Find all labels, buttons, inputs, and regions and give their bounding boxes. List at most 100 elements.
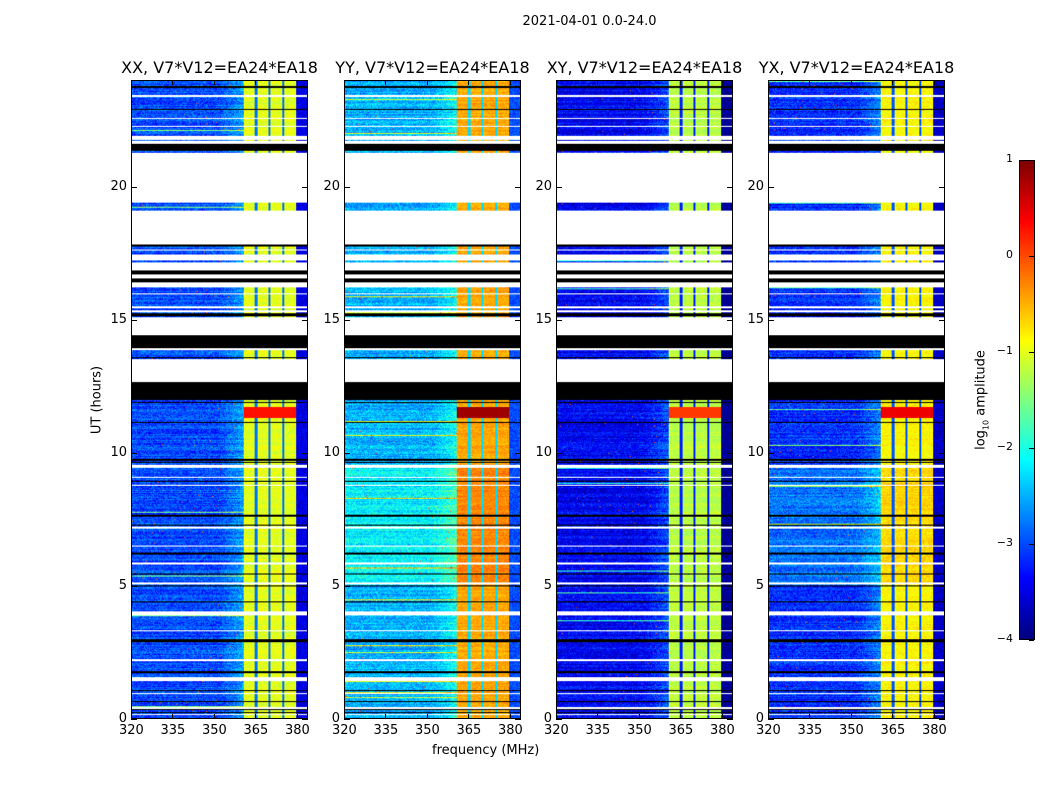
y-tick-mark bbox=[302, 186, 308, 188]
x-tick-mark bbox=[131, 714, 132, 719]
y-tick-mark bbox=[727, 585, 733, 587]
y-tick-mark bbox=[556, 585, 562, 587]
panel-title: YY, V7*V12=EA24*EA18 bbox=[335, 58, 530, 77]
x-tick-mark bbox=[172, 80, 174, 85]
x-tick-mark bbox=[768, 714, 769, 719]
colorbar-label-base: 10 bbox=[981, 419, 991, 431]
x-tick-label: 335 bbox=[585, 723, 611, 738]
colorbar-tick-mark bbox=[1029, 352, 1034, 353]
x-tick-label: 320 bbox=[119, 723, 144, 738]
y-tick-mark bbox=[344, 719, 350, 720]
y-tick-label: 0 bbox=[543, 711, 552, 726]
x-tick-mark bbox=[509, 714, 511, 719]
x-tick-label: 380 bbox=[921, 723, 947, 738]
x-tick-label: 335 bbox=[797, 723, 823, 738]
y-tick-label: 10 bbox=[323, 444, 340, 460]
y-tick-label: 15 bbox=[747, 311, 764, 327]
y-tick-label: 5 bbox=[118, 577, 127, 593]
y-tick-mark bbox=[344, 585, 350, 587]
x-tick-mark bbox=[809, 714, 811, 719]
x-tick-mark bbox=[768, 80, 769, 85]
panel-title: XY, V7*V12=EA24*EA18 bbox=[546, 58, 743, 77]
x-tick-label: 365 bbox=[243, 723, 269, 738]
x-tick-mark bbox=[892, 714, 894, 719]
x-tick-mark bbox=[680, 80, 682, 85]
x-tick-label: 320 bbox=[544, 723, 569, 738]
y-tick-mark bbox=[344, 452, 350, 454]
y-tick-mark bbox=[131, 319, 137, 321]
y-tick-mark bbox=[727, 719, 733, 720]
waterfall-panel bbox=[344, 80, 521, 719]
colorbar-tick-label: −3 bbox=[996, 536, 1013, 549]
y-tick-label: 15 bbox=[323, 311, 340, 327]
y-tick-mark bbox=[515, 319, 521, 321]
colorbar-label-text: amplitude bbox=[973, 350, 989, 420]
heatmap-image bbox=[132, 81, 307, 718]
x-tick-mark bbox=[933, 714, 935, 719]
y-tick-mark bbox=[768, 319, 774, 321]
y-tick-mark bbox=[131, 452, 137, 454]
heatmap-image bbox=[769, 81, 944, 718]
colorbar-label: log10 amplitude bbox=[974, 350, 991, 450]
y-tick-label: 20 bbox=[323, 178, 340, 194]
y-tick-mark bbox=[515, 719, 521, 720]
y-tick-label: 20 bbox=[747, 178, 764, 194]
x-tick-mark bbox=[556, 80, 557, 85]
x-tick-mark bbox=[933, 80, 935, 85]
waterfall-panel bbox=[556, 80, 733, 719]
x-tick-label: 350 bbox=[201, 723, 227, 738]
colorbar bbox=[1019, 160, 1035, 640]
y-tick-mark bbox=[939, 186, 945, 188]
x-tick-mark bbox=[344, 714, 345, 719]
x-tick-mark bbox=[296, 714, 298, 719]
x-tick-mark bbox=[426, 714, 428, 719]
colorbar-tick-label: −4 bbox=[996, 632, 1013, 645]
x-tick-mark bbox=[344, 80, 345, 85]
y-tick-mark bbox=[768, 585, 774, 587]
heatmap-image bbox=[345, 81, 520, 718]
x-tick-label: 380 bbox=[497, 723, 523, 738]
x-axis-label: frequency (MHz) bbox=[432, 743, 540, 758]
colorbar-tick-mark bbox=[1029, 160, 1034, 161]
x-tick-mark bbox=[850, 714, 852, 719]
y-tick-mark bbox=[344, 186, 350, 188]
colorbar-tick-label: 0 bbox=[1006, 248, 1013, 261]
x-tick-mark bbox=[385, 80, 387, 85]
x-tick-mark bbox=[809, 80, 811, 85]
y-tick-mark bbox=[131, 719, 137, 720]
x-tick-mark bbox=[296, 80, 298, 85]
x-tick-mark bbox=[213, 714, 215, 719]
x-tick-label: 350 bbox=[626, 723, 652, 738]
x-tick-mark bbox=[638, 714, 640, 719]
y-tick-mark bbox=[515, 585, 521, 587]
y-tick-mark bbox=[768, 186, 774, 188]
colorbar-tick-label: 1 bbox=[1006, 152, 1013, 165]
waterfall-panel bbox=[131, 80, 308, 719]
x-tick-label: 365 bbox=[668, 723, 694, 738]
x-tick-mark bbox=[597, 80, 599, 85]
colorbar-tick-label: −2 bbox=[996, 440, 1013, 453]
x-tick-mark bbox=[556, 714, 557, 719]
y-tick-mark bbox=[768, 719, 774, 720]
y-tick-mark bbox=[768, 452, 774, 454]
x-tick-label: 350 bbox=[414, 723, 440, 738]
x-tick-mark bbox=[638, 80, 640, 85]
x-tick-mark bbox=[213, 80, 215, 85]
x-tick-mark bbox=[721, 714, 723, 719]
y-tick-label: 5 bbox=[331, 577, 340, 593]
y-tick-label: 10 bbox=[535, 444, 552, 460]
y-tick-label: 15 bbox=[535, 311, 552, 327]
heatmap-image bbox=[557, 81, 732, 718]
x-tick-label: 335 bbox=[160, 723, 186, 738]
y-tick-mark bbox=[556, 319, 562, 321]
x-tick-mark bbox=[721, 80, 723, 85]
colorbar-tick-mark bbox=[1029, 256, 1034, 257]
x-tick-mark bbox=[385, 714, 387, 719]
y-tick-mark bbox=[939, 585, 945, 587]
waterfall-panel bbox=[768, 80, 945, 719]
x-tick-mark bbox=[468, 714, 470, 719]
colorbar-tick-mark bbox=[1029, 544, 1034, 545]
x-tick-label: 350 bbox=[838, 723, 864, 738]
y-tick-mark bbox=[344, 319, 350, 321]
figure-title: 2021-04-01 0.0-24.0 bbox=[522, 14, 657, 29]
